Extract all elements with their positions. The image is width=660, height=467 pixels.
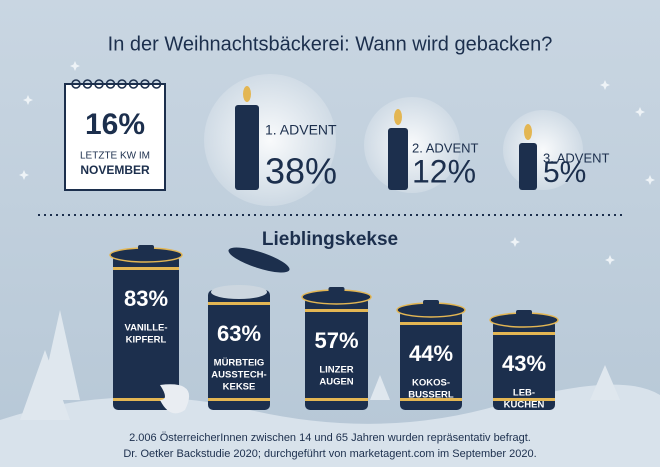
star bbox=[635, 107, 645, 117]
tin-knob bbox=[138, 245, 154, 250]
calendar-ring bbox=[105, 79, 116, 89]
calendar bbox=[64, 83, 166, 191]
tin bbox=[208, 290, 270, 410]
star bbox=[19, 170, 29, 180]
cookie-label: VANILLE- bbox=[124, 323, 167, 334]
label: 3. ADVENT bbox=[543, 150, 610, 165]
percentage: 38% bbox=[265, 151, 337, 192]
cookie-label: KUCHEN bbox=[504, 400, 545, 411]
label: 1. ADVENT bbox=[265, 122, 337, 138]
calendar-ring bbox=[140, 79, 150, 89]
cookies bbox=[211, 285, 267, 299]
tin-band bbox=[208, 302, 270, 305]
section-title: Lieblingskekse bbox=[262, 229, 398, 250]
percentage: 63% bbox=[217, 321, 261, 346]
calendar-ring bbox=[94, 79, 104, 89]
star bbox=[510, 237, 520, 247]
tin-band bbox=[208, 398, 270, 401]
star bbox=[605, 255, 615, 265]
tin-knob bbox=[328, 287, 345, 292]
calendar-ring bbox=[82, 79, 93, 89]
percentage: 43% bbox=[502, 351, 546, 376]
label: NOVEMBER bbox=[80, 163, 150, 177]
flame bbox=[394, 109, 402, 125]
tin-lid bbox=[109, 247, 183, 263]
tin-band bbox=[493, 398, 555, 401]
calendar-ring bbox=[128, 79, 139, 89]
tin-lid bbox=[301, 289, 372, 305]
footnote: Dr. Oetker Backstudie 2020; durchgeführt… bbox=[123, 448, 536, 460]
calendar-ring bbox=[71, 79, 81, 89]
footnote: 2.006 ÖsterreicherInnen zwischen 14 und … bbox=[129, 432, 531, 444]
kipferl bbox=[160, 384, 190, 414]
calendar-ring bbox=[117, 79, 127, 89]
cookie-label: LEB- bbox=[513, 388, 535, 399]
flame bbox=[524, 124, 532, 140]
tin bbox=[400, 310, 462, 410]
tin-knob bbox=[516, 310, 532, 315]
tin-band bbox=[400, 322, 462, 325]
tin-lid bbox=[396, 302, 466, 318]
star bbox=[600, 80, 610, 90]
tin-band bbox=[493, 332, 555, 335]
label: 2. ADVENT bbox=[412, 140, 479, 155]
tin bbox=[113, 255, 179, 410]
tin-lid bbox=[228, 247, 290, 273]
star bbox=[645, 175, 655, 185]
tin-band bbox=[305, 398, 368, 401]
tin bbox=[305, 297, 368, 410]
tin-band bbox=[113, 398, 179, 401]
cookie-label: AUSSTECH- bbox=[211, 370, 266, 381]
calendar-ring bbox=[151, 79, 162, 89]
tin-band bbox=[113, 267, 179, 270]
candle bbox=[388, 128, 408, 190]
cookie-label: KOKOS- bbox=[412, 378, 450, 389]
percentage: 44% bbox=[409, 341, 453, 366]
cookie-label: MÜRBTEIG bbox=[214, 358, 265, 369]
tin-band bbox=[400, 398, 462, 401]
percentage: 12% bbox=[412, 153, 476, 189]
flame bbox=[243, 86, 251, 102]
percentage: 83% bbox=[124, 286, 168, 311]
percentage: 5% bbox=[543, 156, 586, 189]
cookie-label: LINZER bbox=[319, 365, 353, 376]
cookie-label: KIPFERL bbox=[126, 335, 167, 346]
cookie-label: KEKSE bbox=[223, 382, 256, 393]
star bbox=[70, 61, 80, 71]
tin bbox=[493, 320, 555, 410]
cookie-label: AUGEN bbox=[319, 377, 353, 388]
candle bbox=[235, 105, 259, 190]
candle bbox=[519, 143, 537, 190]
percentage: 57% bbox=[314, 328, 358, 353]
cookie-label: BUSSERL bbox=[408, 390, 454, 401]
percentage: 16% bbox=[85, 108, 145, 141]
star bbox=[23, 95, 33, 105]
label: LETZTE KW IM bbox=[80, 151, 150, 162]
title: In der Weihnachtsbäckerei: Wann wird geb… bbox=[108, 33, 553, 55]
tin-lid bbox=[489, 312, 559, 328]
tin-knob bbox=[423, 300, 439, 305]
tin-band bbox=[305, 309, 368, 312]
